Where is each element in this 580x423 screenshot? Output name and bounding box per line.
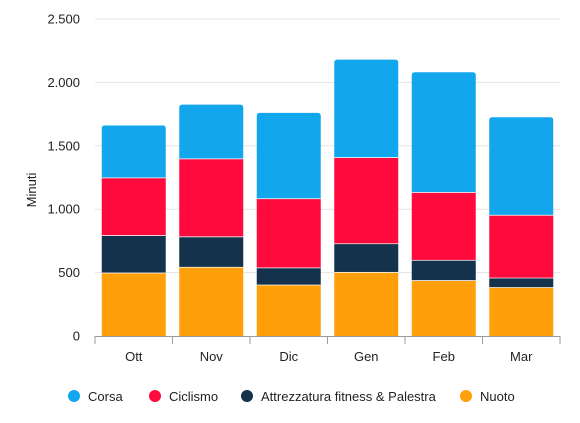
bar-segment [179, 236, 244, 267]
bar-stack [411, 72, 476, 336]
x-tick-label: Mar [510, 349, 533, 364]
bar-segment [334, 271, 399, 336]
x-tick-label: Dic [279, 349, 298, 364]
legend-label: Attrezzatura fitness & Palestra [261, 388, 436, 404]
bar-segment [256, 112, 321, 199]
bars [101, 59, 554, 336]
legend-swatch [68, 390, 80, 402]
bar-segment [179, 158, 244, 237]
legend: Corsa Ciclismo Attrezzatura fitness & Pale… [0, 383, 580, 409]
legend-swatch [460, 390, 472, 402]
bar-stack [489, 117, 554, 336]
legend-item[interactable]: Attrezzatura fitness & Palestra [241, 383, 436, 409]
bar-segment [489, 277, 554, 288]
y-tick-label: 2.500 [47, 12, 80, 27]
bar-segment [334, 243, 399, 272]
x-tick-label: Nov [200, 349, 224, 364]
legend-item[interactable]: Ciclismo [149, 383, 218, 409]
legend-item[interactable]: Corsa [68, 383, 123, 409]
bar-segment [489, 287, 554, 336]
bar-segment [179, 104, 244, 159]
legend-swatch [149, 390, 161, 402]
legend-label: Ciclismo [169, 388, 219, 404]
bar-segment [256, 267, 321, 285]
axes: 0 500 1.000 1.500 2.000 2.500 Ott Nov Dic Gen Feb M… [47, 12, 561, 364]
bar-segment [256, 198, 321, 268]
legend-item[interactable]: Nuoto [460, 383, 515, 409]
bar-stack [101, 125, 166, 336]
y-axis-title: Minuti [24, 173, 39, 208]
bar-segment [179, 266, 244, 336]
bar-segment [489, 117, 554, 215]
bar-segment [411, 72, 476, 193]
bar-segment [411, 259, 476, 281]
bar-segment [101, 272, 166, 336]
x-tick-label: Ott [125, 349, 143, 364]
y-tick-label: 1.000 [47, 202, 80, 217]
y-tick-label: 2.000 [47, 75, 80, 90]
bar-segment [489, 214, 554, 278]
legend-swatch [241, 390, 253, 402]
bar-segment [411, 192, 476, 260]
bar-stack [179, 104, 244, 336]
x-tick-label: Gen [354, 349, 379, 364]
gridlines [95, 18, 560, 274]
bar-segment [101, 235, 166, 273]
y-tick-label: 0 [73, 329, 80, 344]
bar-segment [256, 284, 321, 336]
legend-label: Corsa [88, 388, 123, 404]
y-tick-label: 500 [58, 265, 80, 280]
bar-stack [256, 112, 321, 336]
x-tick-label: Feb [433, 349, 455, 364]
legend-label: Nuoto [480, 388, 515, 404]
bar-segment [101, 125, 166, 178]
bar-segment [411, 280, 476, 336]
y-tick-label: 1.500 [47, 138, 80, 153]
bar-segment [334, 59, 399, 158]
bar-stack [334, 59, 399, 336]
bar-segment [334, 157, 399, 244]
bar-segment [101, 177, 166, 236]
